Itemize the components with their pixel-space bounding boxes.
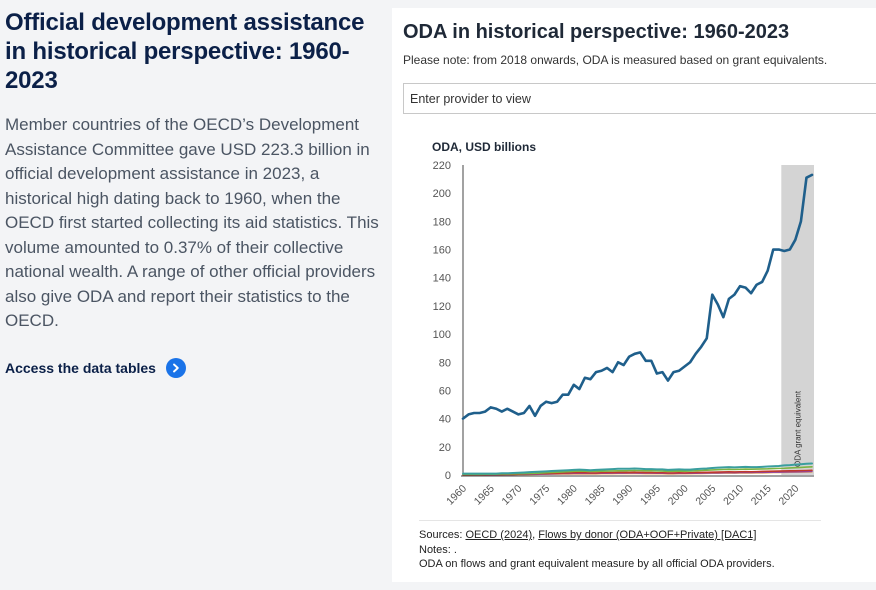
chart-title: ODA, USD billions <box>432 140 536 154</box>
sources-description: ODA on flows and grant equivalent measur… <box>419 558 775 570</box>
x-tick-label: 2020 <box>776 483 801 508</box>
x-tick-label: 1975 <box>527 483 552 508</box>
chevron-right-icon <box>165 357 186 378</box>
x-tick-label: 1985 <box>583 483 608 508</box>
sources-block: Sources: OECD (2024), Flows by donor (OD… <box>419 528 775 572</box>
x-tick-label: 1995 <box>638 483 663 508</box>
source-link-oecd[interactable]: OECD (2024) <box>465 529 533 541</box>
x-tick-label: 2010 <box>721 483 746 508</box>
y-tick-label: 80 <box>439 357 451 369</box>
notes-text: Notes: . <box>419 543 457 556</box>
x-tick-label: 2005 <box>693 483 718 508</box>
provider-select[interactable]: Enter provider to view <box>403 83 876 114</box>
grant-equivalent-band <box>781 165 814 475</box>
y-tick-label: 60 <box>439 385 451 397</box>
y-tick-label: 40 <box>439 414 451 426</box>
oda-line-chart: ODA grant equivalent ODA, USD billions 0… <box>432 140 814 508</box>
sources-label: Sources: <box>419 529 466 541</box>
x-tick-label: 1990 <box>610 483 635 508</box>
x-tick-label: 2015 <box>749 483 774 508</box>
intro-paragraph: Member countries of the OECD’s Developme… <box>5 115 379 330</box>
y-tick-label: 20 <box>439 442 451 454</box>
intro-section: Official development assistance in histo… <box>5 8 390 378</box>
sources-divider <box>419 520 821 521</box>
y-tick-label: 140 <box>433 273 451 285</box>
x-tick-label: 1965 <box>472 483 497 508</box>
y-tick-label: 120 <box>433 301 451 313</box>
grant-equivalent-label: ODA grant equivalent <box>794 390 803 467</box>
y-tick-label: 160 <box>433 245 451 257</box>
y-tick-label: 180 <box>433 216 451 228</box>
x-tick-label: 2000 <box>666 483 691 508</box>
source-link-dac1[interactable]: Flows by donor (ODA+OOF+Private) [DAC1] <box>538 529 757 541</box>
series-line <box>462 462 813 475</box>
x-tick-label: 1980 <box>555 483 580 508</box>
y-tick-label: 220 <box>433 160 451 172</box>
access-data-tables-link[interactable]: Access the data tables <box>5 357 390 378</box>
y-tick-label: 0 <box>445 470 451 482</box>
y-tick-label: 100 <box>433 329 451 341</box>
y-tick-label: 200 <box>433 188 451 200</box>
series-line <box>462 466 813 476</box>
x-tick-label: 1970 <box>500 483 525 508</box>
grant-equivalent-note: Please note: from 2018 onwards, ODA is m… <box>403 53 828 67</box>
access-data-tables-label: Access the data tables <box>5 359 156 376</box>
chart-panel-title: ODA in historical perspective: 1960-2023 <box>403 21 790 43</box>
chart-panel: ODA in historical perspective: 1960-2023… <box>392 8 876 582</box>
sources-separator: , <box>532 529 539 541</box>
x-tick-label: 1960 <box>444 483 469 508</box>
series-line <box>461 173 814 420</box>
page-heading: Official development assistance in histo… <box>5 9 365 94</box>
